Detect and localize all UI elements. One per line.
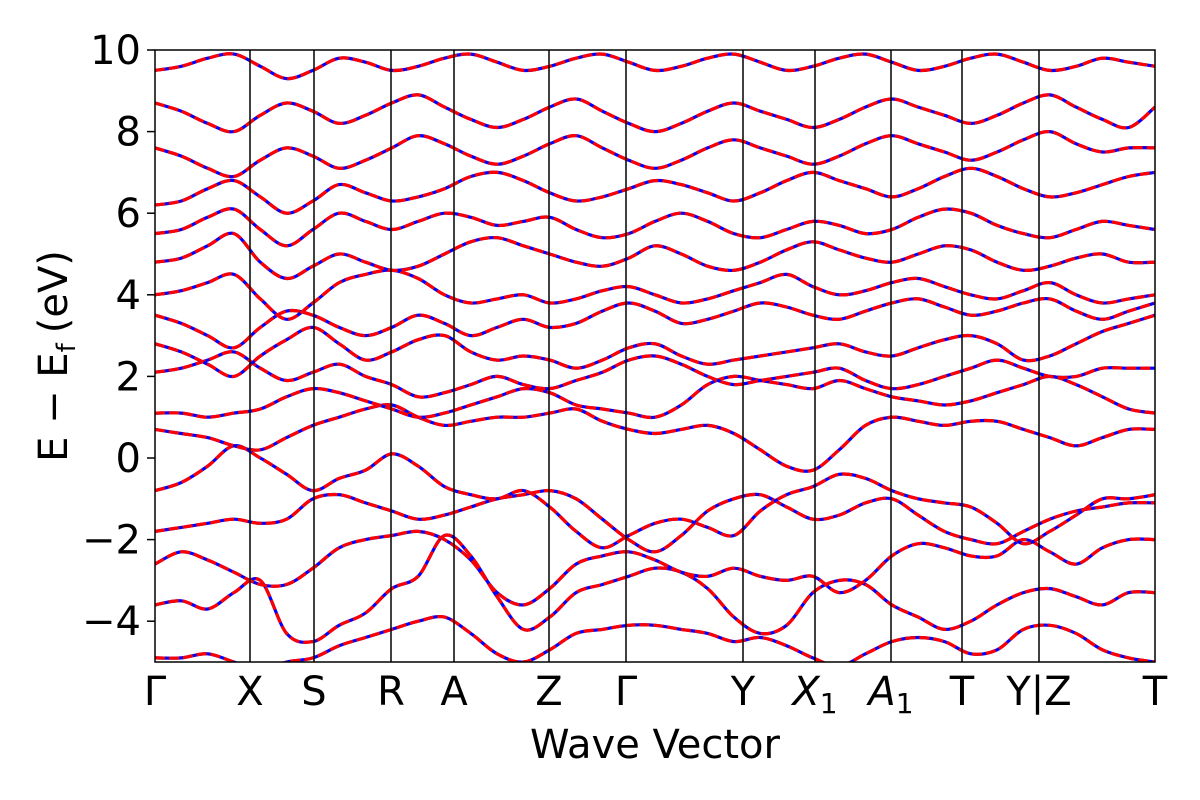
band-2-dashed bbox=[155, 529, 1155, 607]
band-8-dashed bbox=[155, 313, 1155, 379]
y-axis-label-unit: (eV) bbox=[31, 250, 77, 333]
band-9-dashed bbox=[155, 296, 1155, 350]
y-axis-label-sub: f bbox=[52, 342, 82, 352]
high-symmetry-lines bbox=[249, 50, 1040, 662]
band-5-dashed bbox=[155, 403, 1155, 473]
x-tick-label: Y|Z bbox=[1005, 669, 1071, 715]
band-14-dashed bbox=[155, 129, 1155, 179]
x-tick-label: X1 bbox=[790, 669, 837, 720]
y-axis-ticks: −4 −2 0 2 4 6 8 10 bbox=[82, 28, 155, 645]
plot-frame bbox=[154, 49, 1156, 663]
x-tick-label: S bbox=[301, 669, 326, 715]
band-8-solid bbox=[155, 313, 1155, 379]
band-4-dashed bbox=[155, 444, 1155, 550]
x-tick-label: Y bbox=[730, 669, 756, 715]
y-tick-label: 4 bbox=[116, 273, 141, 319]
band-13-dashed bbox=[155, 166, 1155, 215]
x-tick-label: R bbox=[377, 669, 405, 715]
x-tick-label: A1 bbox=[865, 669, 913, 720]
x-tick-label: T bbox=[949, 669, 975, 715]
band-9-solid bbox=[155, 296, 1155, 350]
band-3-dashed bbox=[155, 488, 1155, 554]
x-axis-label: Wave Vector bbox=[530, 722, 781, 768]
y-tick-label: 2 bbox=[116, 354, 141, 400]
band-16-dashed bbox=[155, 52, 1155, 81]
x-tick-label: Γ bbox=[615, 669, 638, 715]
x-tick-label: Γ bbox=[144, 669, 167, 715]
y-tick-label: 10 bbox=[90, 28, 141, 74]
band-6-dashed bbox=[155, 374, 1155, 420]
band-11-dashed bbox=[155, 231, 1155, 281]
band-0-dashed bbox=[155, 615, 1155, 662]
band-6-solid bbox=[155, 374, 1155, 420]
x-axis-ticks: Γ X S R A Z Γ Y X1 A1 T Y|Z T bbox=[144, 669, 1168, 720]
band-7-solid bbox=[155, 350, 1155, 399]
y-tick-label: 8 bbox=[116, 110, 141, 156]
band-12-dashed bbox=[155, 207, 1155, 248]
x-tick-label: A bbox=[440, 669, 468, 715]
y-tick-label: 6 bbox=[116, 191, 141, 237]
band-1-dashed bbox=[155, 533, 1155, 644]
x-tick-label: Z bbox=[535, 669, 562, 715]
y-axis-label-main: E − E bbox=[31, 352, 77, 462]
band-10-dashed bbox=[155, 268, 1155, 321]
band-4-solid bbox=[155, 444, 1155, 550]
band-13-solid bbox=[155, 166, 1155, 215]
x-tick-label: T bbox=[1142, 669, 1168, 715]
y-tick-label: −2 bbox=[82, 518, 141, 564]
band-15-dashed bbox=[155, 93, 1155, 134]
band-5-solid bbox=[155, 403, 1155, 473]
x-tick-label: X bbox=[236, 669, 263, 715]
bands-layer bbox=[155, 52, 1155, 662]
y-tick-label: −4 bbox=[82, 599, 141, 645]
y-tick-label: 0 bbox=[116, 436, 141, 482]
y-axis-label: E − Ef (eV) bbox=[31, 250, 82, 462]
band-14-solid bbox=[155, 129, 1155, 179]
